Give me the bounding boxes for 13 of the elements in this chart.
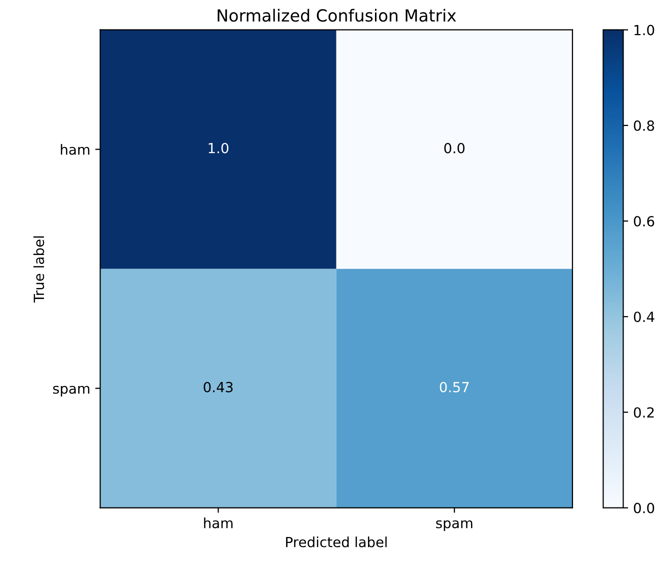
color-bar-label: 0.6 [634, 216, 654, 227]
color-bar-label: 0.0 [634, 502, 654, 514]
data-label: 0.43 [204, 382, 233, 392]
chart-title: Normalized Confusion Matrix [218, 8, 456, 22]
data-label: 0.57 [440, 382, 469, 392]
color-bar-label: 1.0 [634, 24, 654, 36]
color-bar-label: 0.2 [634, 407, 654, 418]
data-label: 1.0 [208, 142, 228, 154]
color-bar-label: 0.4 [634, 312, 654, 322]
x-axis-title: Predicted label [286, 536, 387, 548]
data-label: 0.0 [444, 142, 465, 154]
color-bar-label: 0.8 [634, 120, 654, 131]
y-axis-title: True label [33, 236, 44, 303]
